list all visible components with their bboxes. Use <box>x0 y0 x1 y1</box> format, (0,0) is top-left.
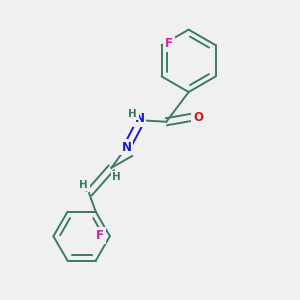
Text: H: H <box>128 109 137 119</box>
Text: O: O <box>193 111 203 124</box>
Text: F: F <box>165 37 173 50</box>
Text: N: N <box>135 112 145 125</box>
Text: H: H <box>79 180 88 190</box>
Text: N: N <box>122 140 132 154</box>
Text: F: F <box>96 229 104 242</box>
Text: H: H <box>112 172 121 182</box>
